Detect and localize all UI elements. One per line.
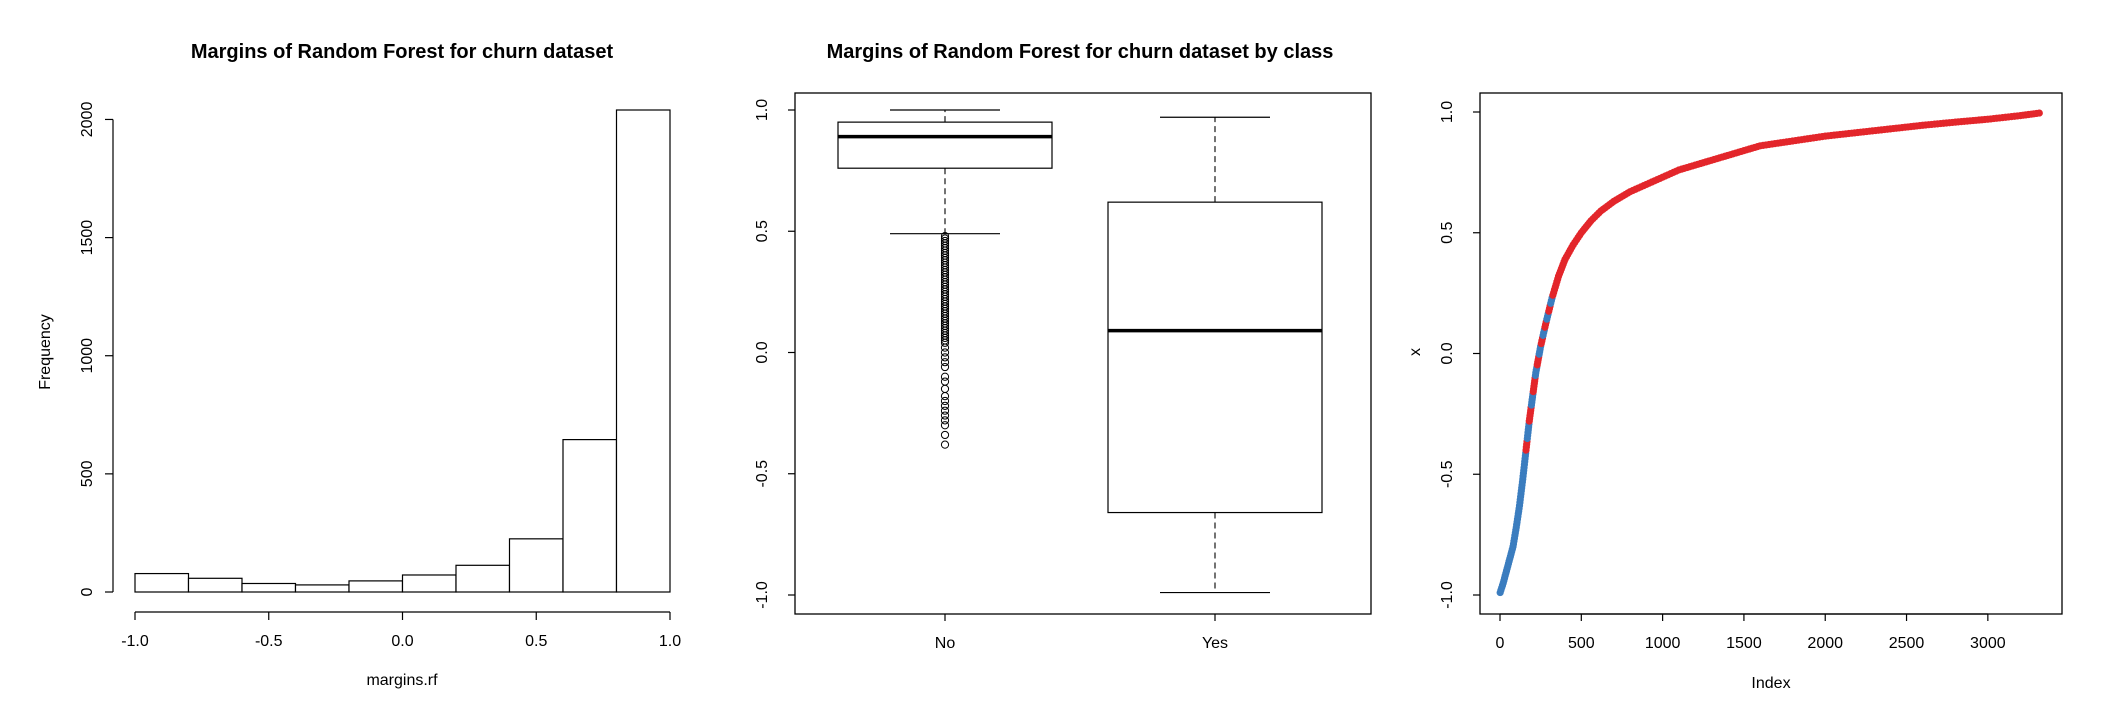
index-plot-x-tick-label: 3000: [1970, 635, 2006, 652]
boxplot-y-tick-label: -0.5: [754, 460, 771, 488]
histogram-y-tick-label: 500: [79, 460, 96, 487]
index-plot-frame: [1479, 92, 2063, 615]
boxplot-panel: Margins of Random Forest for churn datas…: [754, 41, 1372, 652]
boxplot-outlier: [940, 384, 950, 393]
histogram-bar: [187, 577, 243, 593]
boxplot-outlier: [940, 362, 950, 372]
boxplot-outlier: [940, 406, 950, 415]
histogram-bars: [134, 109, 671, 593]
boxplot-x-axis: No Yes: [935, 614, 1228, 652]
histogram-y-tick-label: 0: [79, 587, 96, 596]
histogram-bar: [401, 574, 457, 593]
boxplot-y-tick-label: 1.0: [754, 99, 771, 121]
boxplot-box: [837, 121, 1053, 169]
index-plot-y-tick-label: 1.0: [1439, 101, 1456, 123]
boxplot-outlier: [940, 333, 950, 343]
boxplot-outlier: [940, 343, 950, 352]
index-plot-y-tick-label: 0.5: [1439, 222, 1456, 244]
histogram-panel: Margins of Random Forest for churn datas…: [37, 41, 681, 689]
index-plot-point: [2035, 109, 2043, 117]
boxplot-outlier: [940, 377, 950, 386]
histogram-bar: [455, 564, 511, 593]
boxplot-plot-frame: [794, 92, 1372, 615]
index-plot-xlabel: Index: [1751, 675, 1790, 692]
histogram-title: Margins of Random Forest for churn datas…: [191, 41, 614, 63]
boxplot-y-tick-label: 0.5: [754, 220, 771, 242]
index-plot-x-tick-label: 2000: [1807, 635, 1843, 652]
index-plot-x-tick-label: 2500: [1889, 635, 1925, 652]
index-plot-x-tick-label: 1500: [1726, 635, 1762, 652]
boxplot-boxes: [837, 109, 1323, 594]
index-plot-x-tick-label: 1000: [1645, 635, 1681, 652]
boxplot-y-tick-label: 0.0: [754, 341, 771, 363]
boxplot-box: [1107, 201, 1323, 514]
histogram-x-tick-label: 1.0: [659, 633, 681, 650]
boxplot-outlier: [940, 338, 950, 347]
index-plot-y-tick-label: -1.0: [1439, 581, 1456, 609]
histogram-bar: [615, 109, 671, 593]
histogram-xlabel: margins.rf: [366, 672, 438, 689]
index-plot-x-tick-label: 0: [1496, 635, 1505, 652]
histogram-y-tick-label: 1500: [79, 220, 96, 256]
histogram-x-tick-label: 0.5: [525, 633, 547, 650]
boxplot-outlier: [940, 348, 950, 357]
boxplot-y-tick-label: -1.0: [754, 581, 771, 609]
boxplot-x-tick-label: No: [935, 635, 956, 652]
boxplot-y-axis: -1.0 -0.5 0.0 0.5 1.0: [754, 99, 795, 609]
boxplot-outlier: [940, 440, 950, 449]
boxplot-outlier: [940, 358, 950, 367]
histogram-x-tick-label: -0.5: [255, 633, 283, 650]
histogram-ylabel: Frequency: [37, 314, 54, 390]
index-plot-y-axis: -1.0 -0.5 0.0 0.5 1.0: [1439, 101, 1480, 609]
histogram-x-axis: -1.0 -0.5 0.0 0.5 1.0: [121, 611, 681, 650]
boxplot-outlier: [940, 353, 950, 362]
histogram-bar: [348, 580, 404, 593]
index-plot-points: [1496, 109, 2043, 597]
index-plot-y-tick-label: -0.5: [1439, 460, 1456, 488]
histogram-bar: [134, 572, 190, 593]
boxplot-x-tick-label: Yes: [1202, 635, 1228, 652]
boxplot-title: Margins of Random Forest for churn datas…: [827, 41, 1334, 63]
histogram-x-tick-label: 0.0: [391, 633, 413, 650]
histogram-y-tick-label: 1000: [79, 338, 96, 374]
boxplot-outlier: [940, 421, 950, 430]
index-plot-ylabel: x: [1407, 348, 1424, 356]
boxplot-outlier: [940, 396, 950, 406]
boxplot-outlier: [940, 401, 950, 410]
histogram-x-tick-label: -1.0: [121, 633, 149, 650]
index-plot-x-tick-label: 500: [1568, 635, 1595, 652]
boxplot-outlier: [940, 372, 950, 381]
histogram-y-tick-label: 2000: [79, 102, 96, 138]
index-plot-x-axis: 0 500 1000 1500 2000 2500 3000: [1496, 613, 2006, 652]
histogram-y-axis: 0 500 1000 1500 2000: [79, 102, 114, 596]
boxplot-outlier: [940, 392, 950, 401]
histogram-bar: [241, 582, 297, 593]
index-plot-y-tick-label: 0.0: [1439, 342, 1456, 364]
boxplot-outlier: [940, 411, 950, 420]
boxplot-outlier: [940, 430, 950, 440]
index-plot-panel: 0 500 1000 1500 2000 2500 3000 -1.0 -0.5 0.0 0.5 1…: [1407, 92, 2063, 692]
histogram-bar: [294, 584, 350, 593]
histogram-bar: [562, 439, 618, 593]
boxplot-outlier: [940, 416, 950, 425]
histogram-bar: [508, 538, 564, 593]
